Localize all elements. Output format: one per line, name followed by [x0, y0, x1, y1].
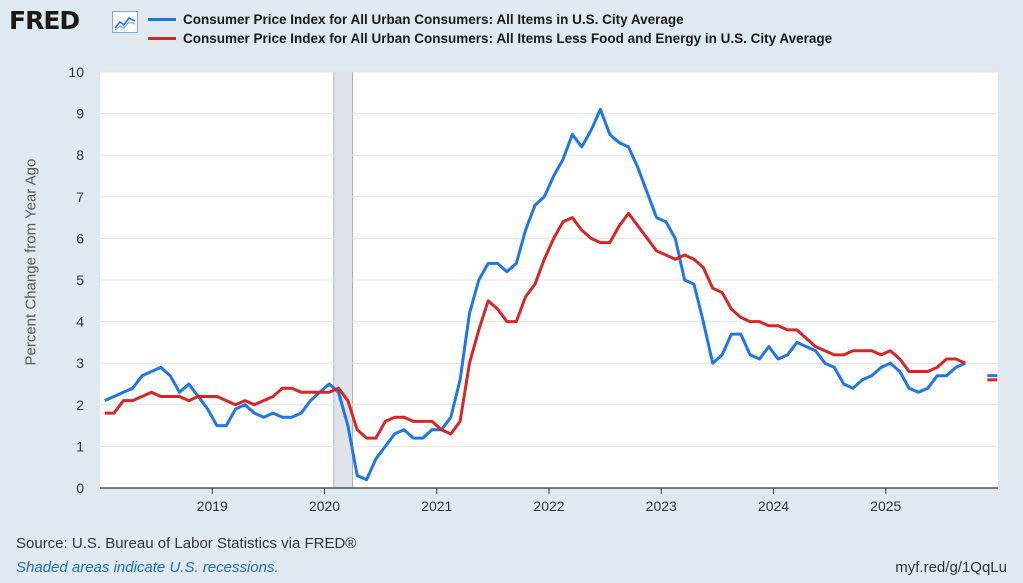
- legend-swatch-blue: [148, 18, 176, 21]
- x-tick-label: 2021: [421, 498, 452, 514]
- source-note: Source: U.S. Bureau of Labor Statistics …: [16, 535, 357, 552]
- chart-legend: Consumer Price Index for All Urban Consu…: [148, 10, 832, 48]
- y-tick-label: 1: [76, 438, 84, 454]
- y-tick-label: 5: [76, 272, 84, 288]
- recession-note: Shaded areas indicate U.S. recessions.: [16, 559, 279, 576]
- y-tick-label: 2: [76, 397, 84, 413]
- x-tick-label: 2020: [309, 498, 340, 514]
- y-tick-label: 3: [76, 355, 84, 371]
- y-tick-label: 10: [68, 64, 84, 80]
- y-tick-label: 6: [76, 230, 84, 246]
- y-tick-label: 7: [76, 189, 84, 205]
- legend-swatch-red: [148, 37, 176, 40]
- chart-header: FRED Consumer Price Index for All Urban …: [0, 0, 1023, 64]
- series-line-1: [104, 211, 966, 440]
- y-tick-label: 0: [76, 480, 84, 496]
- legend-label: Consumer Price Index for All Urban Consu…: [183, 12, 684, 27]
- series-line-0: [104, 107, 966, 482]
- y-tick-label: 8: [76, 147, 84, 163]
- x-tick-label: 2023: [646, 498, 677, 514]
- legend-item-cpi-all[interactable]: Consumer Price Index for All Urban Consu…: [148, 10, 832, 29]
- y-tick-label: 9: [76, 106, 84, 122]
- x-tick-label: 2022: [533, 498, 564, 514]
- x-tick-label: 2024: [758, 498, 789, 514]
- short-link[interactable]: myf.red/g/1QqLu: [895, 559, 1007, 576]
- legend-item-cpi-core[interactable]: Consumer Price Index for All Urban Consu…: [148, 29, 832, 48]
- y-tick-label: 4: [76, 314, 84, 330]
- x-tick-label: 2025: [870, 498, 901, 514]
- line-chart-icon: [112, 11, 138, 33]
- x-tick-label: 2019: [197, 498, 228, 514]
- fred-logo[interactable]: FRED: [9, 6, 80, 35]
- legend-label: Consumer Price Index for All Urban Consu…: [183, 31, 833, 46]
